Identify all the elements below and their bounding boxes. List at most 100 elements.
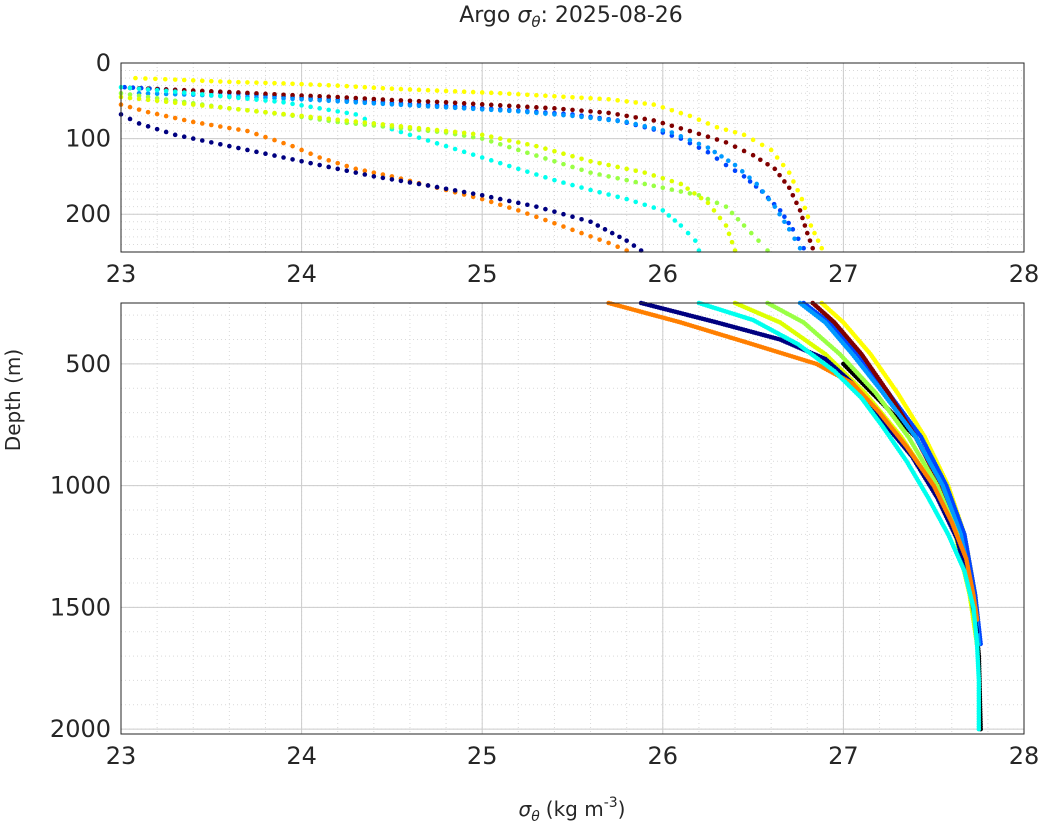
top-profile-yellow-point bbox=[218, 79, 223, 84]
top-profile-darkred-point bbox=[678, 126, 684, 131]
top-profile-orange-point bbox=[290, 143, 295, 149]
top-profile-cyan-point bbox=[362, 116, 368, 122]
top-profile-skyblue-point bbox=[615, 118, 620, 124]
top-profile-greenyellow-point bbox=[434, 127, 440, 133]
xlabel-sigma: σ bbox=[519, 797, 533, 821]
top-profile-yellow-point bbox=[642, 101, 648, 106]
top-profile-blue-point bbox=[795, 236, 801, 242]
top-y-tick-label: 0 bbox=[96, 49, 111, 77]
top-profile-greenyellow-point bbox=[678, 181, 684, 187]
top-profile-darkred-point bbox=[416, 98, 422, 104]
top-profile-orange-point bbox=[263, 134, 268, 140]
top-profile-greenyellow-point bbox=[245, 107, 250, 113]
top-profile-orange-point bbox=[281, 140, 286, 146]
top-profile-skyblue-point bbox=[561, 112, 566, 118]
top-profile-greenyellow-point bbox=[692, 191, 697, 196]
top-profile-orange-point bbox=[353, 166, 359, 172]
top-profile-yellow-point bbox=[353, 84, 359, 89]
top-profile-skyblue-point bbox=[754, 181, 760, 187]
top-profile-cyan-point bbox=[678, 223, 684, 228]
top-profile-yellow-point bbox=[633, 100, 639, 105]
top-profile-yellow-point bbox=[272, 80, 277, 86]
top-profile-orange-point bbox=[371, 170, 377, 175]
top-profile-lightgreen-point bbox=[714, 200, 720, 206]
top-profile-orange-point bbox=[127, 104, 133, 110]
top-profile-skyblue-point bbox=[712, 149, 718, 155]
top-profile-skyblue-point bbox=[497, 108, 503, 113]
top-profile-darkred-point bbox=[434, 99, 440, 105]
top-profile-yellow-point bbox=[389, 86, 395, 92]
top-profile-skyblue-point bbox=[488, 107, 494, 113]
top-profile-skyblue-point bbox=[797, 245, 803, 251]
top-profile-lightgreen-point bbox=[506, 144, 512, 150]
top-profile-greenyellow-point bbox=[525, 141, 530, 147]
x-axis-label: σθ (kg m-3) bbox=[519, 795, 626, 825]
top-profile-yellow-point bbox=[780, 162, 786, 168]
top-profile-greenyellow-point bbox=[651, 173, 657, 178]
top-profile-orange-point bbox=[218, 124, 223, 129]
top-profile-greenyellow-point bbox=[488, 134, 494, 140]
top-profile-yellow-point bbox=[263, 80, 268, 86]
top-profile-yellow-point bbox=[308, 82, 313, 87]
top-profile-yellow-point bbox=[802, 205, 808, 211]
top-profile-navy-point bbox=[344, 168, 350, 174]
top-profile-skyblue-point bbox=[705, 145, 711, 150]
top-profile-darkred-point bbox=[506, 103, 512, 109]
top-profile-orange-point bbox=[190, 119, 196, 125]
title-prefix: Argo bbox=[459, 3, 517, 28]
top-profile-orange-point bbox=[163, 113, 169, 119]
top-profile-yellow-point bbox=[443, 88, 449, 94]
top-profile-navy-point bbox=[506, 198, 512, 204]
top-profile-navy-point bbox=[570, 214, 575, 220]
top-profile-skyblue-point bbox=[606, 117, 611, 123]
top-profile-darkred-point bbox=[807, 238, 813, 243]
top-profile-cyan-point bbox=[127, 85, 133, 91]
top-profile-skyblue-point bbox=[760, 189, 766, 194]
top-profile-darkred-point bbox=[741, 148, 747, 154]
top-profile-cyan-point bbox=[344, 110, 350, 116]
top-profile-navy-point bbox=[154, 126, 160, 132]
top-profile-cyan-point bbox=[308, 104, 313, 110]
top-profile-greenyellow-point bbox=[154, 98, 160, 104]
top-profile-navy-point bbox=[389, 177, 395, 182]
top-profile-greenyellow-point bbox=[606, 162, 611, 168]
top-profile-greenyellow-point bbox=[443, 128, 449, 134]
top-profile-cyan-point bbox=[398, 129, 404, 135]
top-profile-navy-point bbox=[290, 157, 295, 162]
top-profile-lightgreen-point bbox=[552, 158, 557, 164]
top-profile-yellow-point bbox=[143, 76, 148, 81]
top-profile-darkred-point bbox=[810, 245, 815, 251]
top-profile-darkred-point bbox=[317, 93, 322, 99]
top-profile-navy-point bbox=[516, 200, 521, 206]
top-profile-orange-point bbox=[199, 121, 205, 126]
top-profile-yellow-point bbox=[172, 77, 178, 82]
top-profile-navy-point bbox=[163, 129, 169, 135]
top-profile-darkred-point bbox=[597, 109, 602, 115]
bottom-y-tick-label: 2000 bbox=[50, 715, 111, 743]
top-profile-darkred-point bbox=[425, 99, 431, 104]
top-profile-cyan-point bbox=[416, 135, 422, 140]
top-profile-greenyellow-point bbox=[389, 123, 395, 128]
top-profile-yellow-point bbox=[190, 78, 196, 83]
top-profile-cyan-point bbox=[145, 87, 151, 92]
top-profile-darkred-point bbox=[398, 98, 404, 103]
top-profile-orange-point bbox=[534, 214, 539, 220]
top-profile-yellow-point bbox=[815, 238, 821, 243]
top-profile-navy-point bbox=[263, 151, 268, 157]
top-profile-greenyellow-point bbox=[516, 140, 521, 145]
top-profile-cyan-point bbox=[525, 169, 530, 174]
top-profile-greenyellow-point bbox=[199, 103, 205, 108]
top-profile-blue-point bbox=[782, 214, 787, 220]
top-profile-greenyellow-point bbox=[729, 239, 735, 245]
top-profile-cyan-point bbox=[693, 238, 698, 243]
top-profile-darkred-point bbox=[236, 90, 241, 95]
top-profile-greenyellow-point bbox=[136, 96, 142, 102]
top-profile-lightgreen-point bbox=[723, 204, 729, 209]
top-profile-blue-point bbox=[723, 162, 729, 168]
top-profile-cyan-point bbox=[597, 189, 602, 195]
top-profile-cyan-point bbox=[570, 182, 575, 188]
top-profile-lightgreen-point bbox=[651, 183, 657, 189]
bottom-x-tick-label: 24 bbox=[286, 742, 317, 770]
top-profile-yellow-point bbox=[799, 196, 805, 202]
top-profile-darkred-point bbox=[488, 102, 494, 108]
